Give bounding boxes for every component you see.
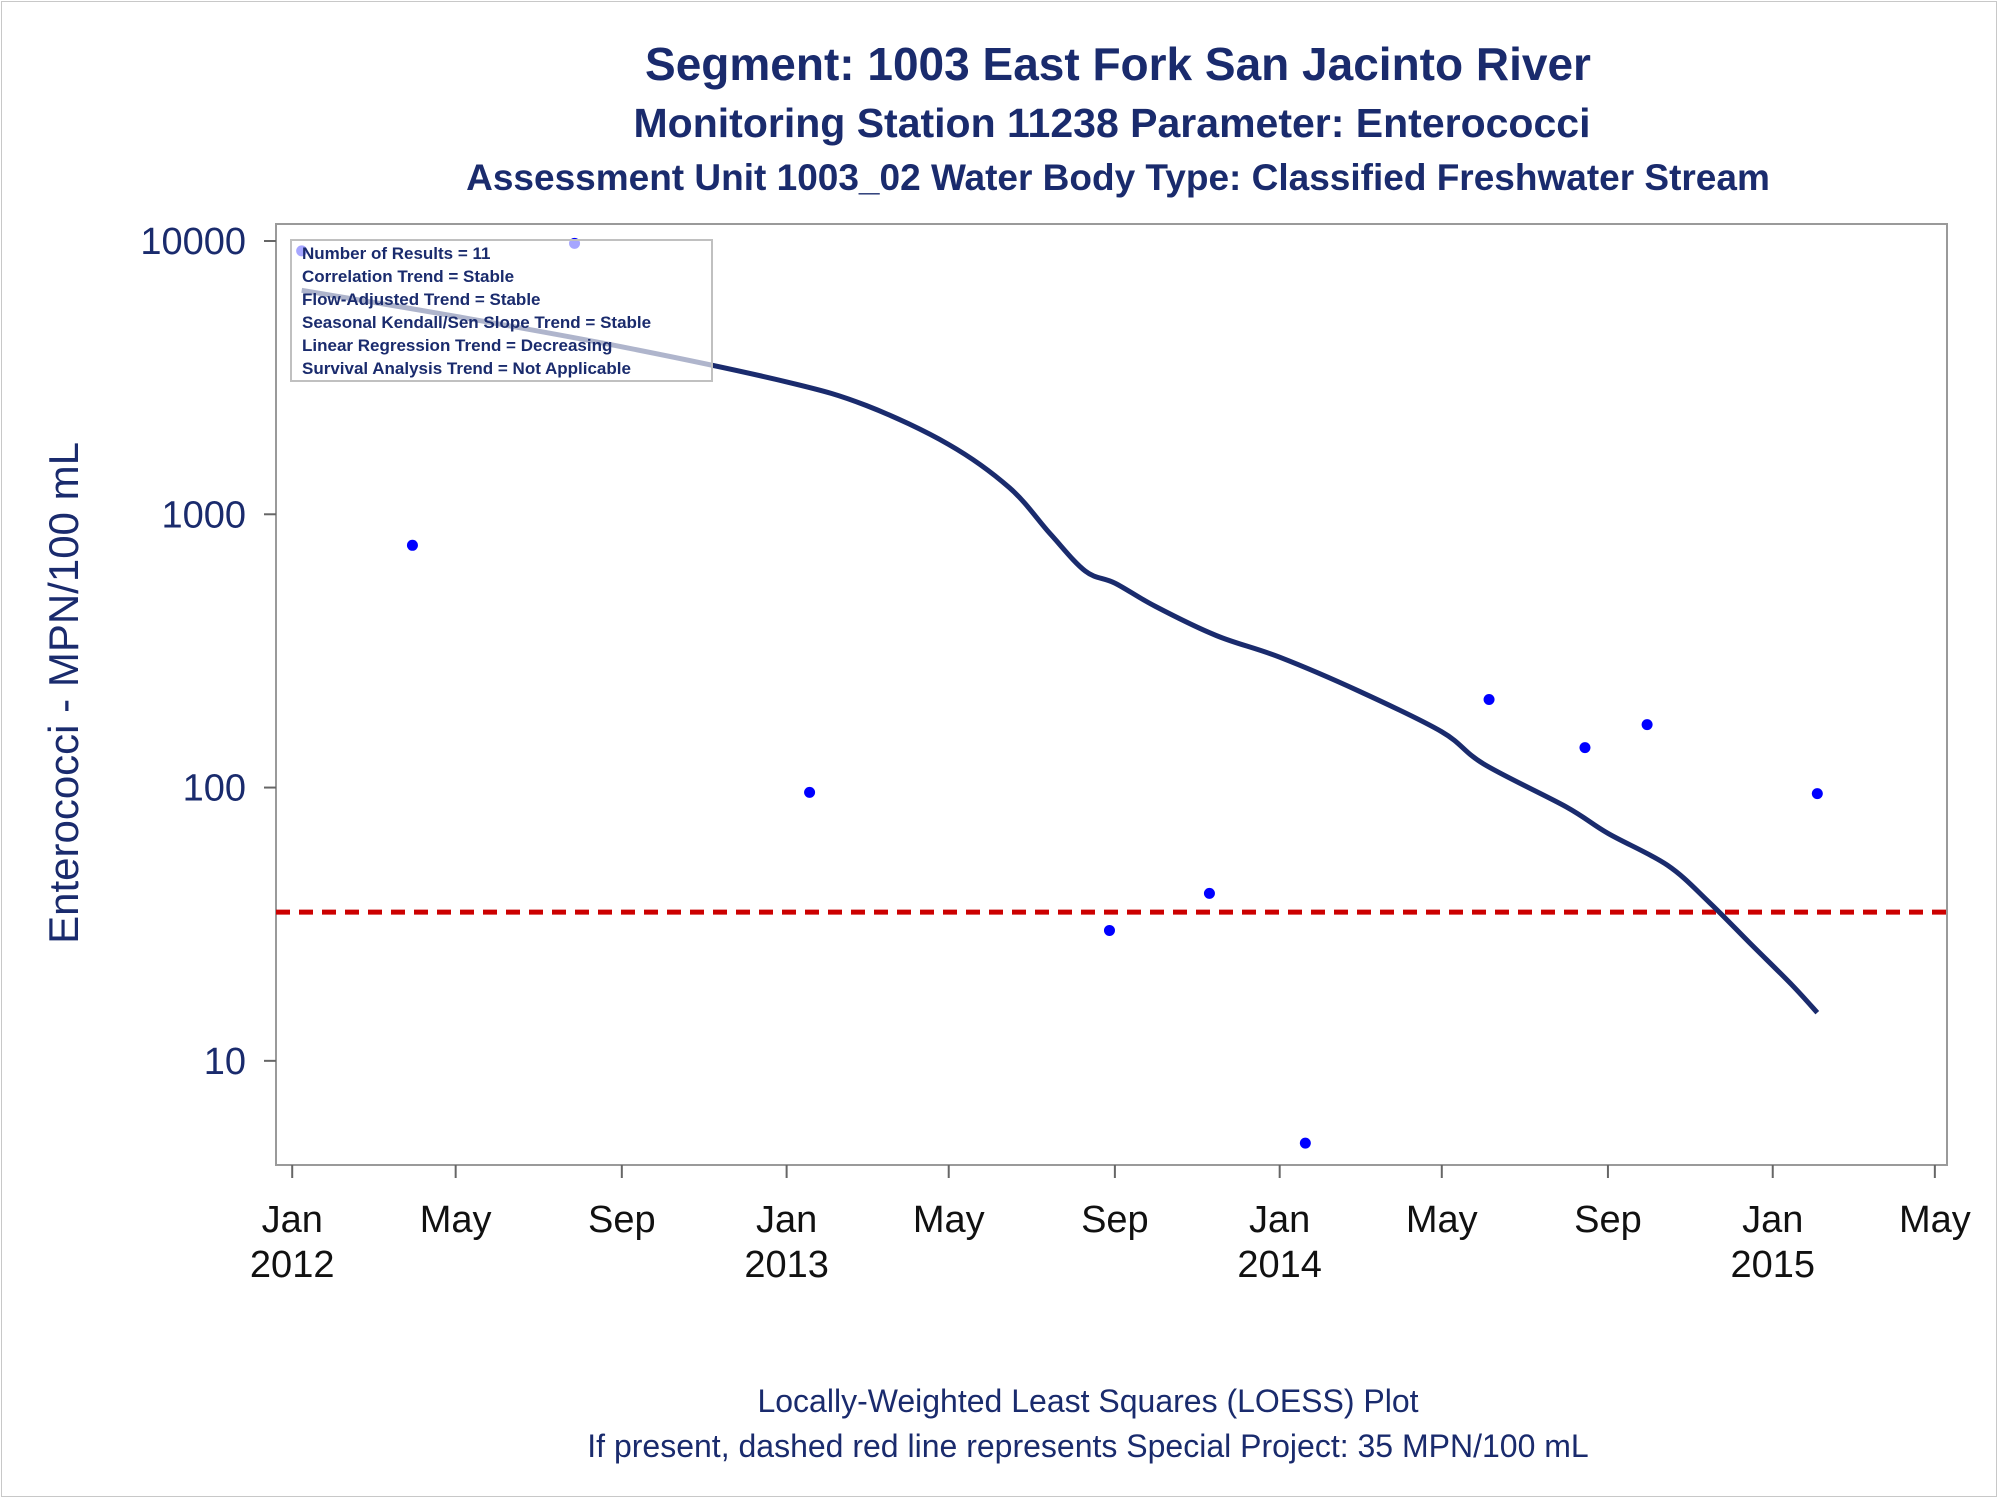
chart-subtitle: Monitoring Station 11238 Parameter: Ente… bbox=[634, 100, 1591, 146]
legend-line-seasonal-kendall: Seasonal Kendall/Sen Slope Trend = Stabl… bbox=[302, 313, 651, 332]
x-tick-year-label: 2014 bbox=[1237, 1244, 1322, 1286]
y-tick-label: 100 bbox=[183, 768, 246, 810]
loess-curve-group bbox=[301, 287, 1820, 1015]
y-tick-label: 10 bbox=[204, 1041, 246, 1083]
data-point bbox=[1641, 719, 1653, 731]
x-tick-label: Jan bbox=[756, 1199, 817, 1241]
trend-legend: Number of Results = 11 Correlation Trend… bbox=[290, 239, 713, 382]
y-tick-label: 1000 bbox=[161, 494, 246, 536]
legend-line-survival-analysis: Survival Analysis Trend = Not Applicable bbox=[302, 359, 631, 378]
x-tick-label: May bbox=[913, 1199, 985, 1241]
chart-title: Segment: 1003 East Fork San Jacinto Rive… bbox=[645, 38, 1591, 90]
x-tick-label: May bbox=[1899, 1199, 1971, 1241]
footnote-loess: Locally-Weighted Least Squares (LOESS) P… bbox=[757, 1383, 1418, 1419]
footnote-reference-line: If present, dashed red line represents S… bbox=[587, 1428, 1588, 1464]
x-tick-label: Sep bbox=[1081, 1199, 1149, 1241]
x-tick-year-label: 2013 bbox=[744, 1244, 829, 1286]
data-point bbox=[406, 539, 418, 551]
legend-line-flow-adjusted: Flow-Adjusted Trend = Stable bbox=[302, 290, 541, 309]
data-point bbox=[1579, 742, 1591, 754]
legend-line-results: Number of Results = 11 bbox=[302, 244, 490, 263]
data-point bbox=[1203, 887, 1215, 899]
plot-area bbox=[275, 223, 1948, 1166]
data-point bbox=[1811, 788, 1823, 800]
x-tick-label: May bbox=[1406, 1199, 1478, 1241]
loess-curve bbox=[301, 287, 1820, 1015]
data-point bbox=[1103, 924, 1115, 936]
data-point bbox=[1299, 1137, 1311, 1149]
x-tick-label: Sep bbox=[1574, 1199, 1642, 1241]
y-axis: 10 100 1000 10000 bbox=[140, 221, 276, 1083]
legend-line-linear-regression: Linear Regression Trend = Decreasing bbox=[302, 336, 612, 355]
data-point bbox=[804, 786, 816, 798]
chart-subtitle-2: Assessment Unit 1003_02 Water Body Type:… bbox=[466, 157, 1770, 198]
x-tick-label: Jan bbox=[262, 1199, 323, 1241]
data-point bbox=[1483, 694, 1495, 706]
x-tick-label: May bbox=[420, 1199, 492, 1241]
x-tick-label: Sep bbox=[588, 1199, 656, 1241]
legend-box bbox=[290, 239, 713, 382]
y-axis-label: Enterococci - MPN/100 mL bbox=[40, 442, 87, 944]
x-tick-label: Jan bbox=[1742, 1199, 1803, 1241]
legend-line-correlation: Correlation Trend = Stable bbox=[302, 267, 514, 286]
x-tick-year-label: 2012 bbox=[250, 1244, 335, 1286]
x-tick-year-label: 2015 bbox=[1730, 1244, 1815, 1286]
y-tick-label: 10000 bbox=[140, 221, 246, 263]
x-tick-label: Jan bbox=[1249, 1199, 1310, 1241]
